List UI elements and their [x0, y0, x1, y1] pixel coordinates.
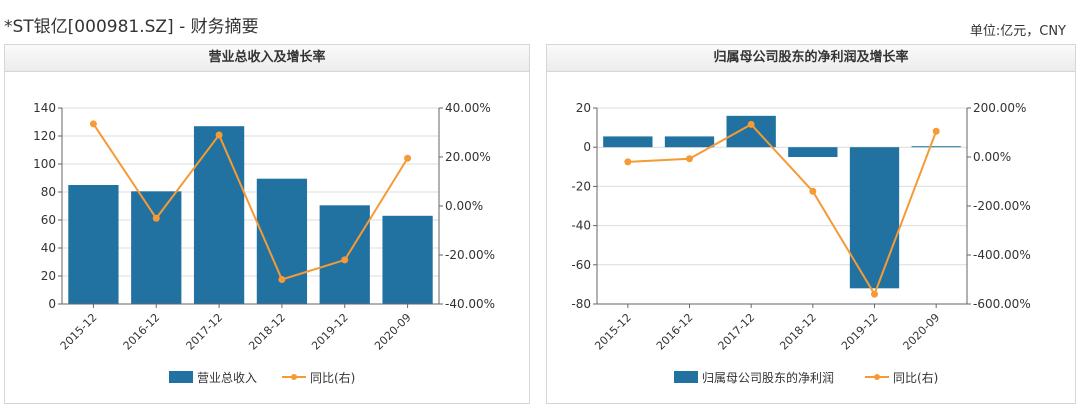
bar — [603, 136, 653, 148]
x-tick-label: 2015-12 — [58, 311, 100, 353]
y-tick-label: -40 — [571, 219, 591, 233]
y2-tick-label: 200.00% — [973, 101, 1026, 115]
legend-line-label: 同比(右) — [310, 370, 355, 385]
profit-chart-title: 归属母公司股东的净利润及增长率 — [547, 45, 1075, 72]
growth-point — [809, 187, 817, 195]
growth-point — [341, 256, 349, 264]
y-tick-label: 20 — [576, 101, 591, 115]
x-tick-label: 2018-12 — [246, 311, 288, 353]
legend-bar-swatch — [674, 371, 698, 383]
y-tick-label: -20 — [571, 179, 591, 193]
y-tick-label: -80 — [571, 297, 591, 311]
bar — [911, 146, 961, 148]
growth-line — [92, 123, 409, 281]
page-title: *ST银亿[000981.SZ] - 财务摘要 — [4, 17, 259, 37]
y2-tick-label: -20.00% — [445, 248, 495, 262]
y-tick-label: 0 — [583, 140, 591, 154]
x-tick-label: 2020-09 — [372, 311, 414, 353]
y-tick-label: 60 — [41, 213, 56, 227]
y2-tick-label: -600.00% — [973, 297, 1031, 311]
y-tick-label: 120 — [33, 129, 56, 143]
growth-point — [686, 155, 693, 163]
growth-point — [404, 154, 412, 162]
growth-point — [871, 290, 878, 298]
bar — [788, 147, 838, 157]
x-tick-label: 2016-12 — [121, 311, 163, 353]
bar — [131, 191, 182, 304]
x-tick-label: 2019-12 — [309, 311, 351, 353]
bar — [68, 185, 119, 304]
revenue-chart-title: 营业总收入及增长率 — [5, 45, 529, 72]
y-tick-label: 20 — [41, 269, 56, 283]
revenue-chart-panel: 营业总收入及增长率 0 20 40 60 80 100 120 140 -40.00% -20.0… — [4, 44, 530, 404]
legend-bar-label: 归属母公司股东的净利润 — [702, 370, 834, 385]
unit-label: 单位:亿元，CNY — [969, 24, 1066, 39]
x-tick-label: 2020-09 — [901, 311, 943, 353]
y2-tick-label: 20.00% — [445, 150, 491, 164]
growth-point — [278, 276, 286, 283]
x-tick-label: 2019-12 — [839, 311, 881, 353]
growth-point — [624, 158, 632, 166]
growth-point — [152, 214, 160, 222]
legend-bar-swatch — [169, 371, 193, 383]
bar — [193, 126, 245, 304]
growth-point — [932, 127, 940, 135]
legend-line-label: 同比(右) — [893, 370, 938, 385]
legend-line-marker — [874, 374, 880, 380]
growth-line — [627, 123, 938, 297]
legend-line-marker — [291, 374, 297, 380]
y2-tick-label: -40.00% — [445, 297, 495, 311]
x-tick-label: 2015-12 — [592, 311, 634, 353]
y2-tick-label: -200.00% — [973, 199, 1031, 213]
bar — [382, 215, 433, 304]
growth-point — [89, 120, 97, 128]
y2-tick-label: 40.00% — [445, 101, 491, 115]
legend-bar-label: 营业总收入 — [197, 371, 257, 385]
bar — [319, 205, 370, 304]
y2-tick-label: -400.00% — [973, 248, 1031, 262]
x-tick-label: 2017-12 — [184, 311, 226, 353]
growth-point — [215, 131, 223, 139]
x-tick-label: 2018-12 — [777, 311, 819, 353]
growth-point — [747, 120, 755, 128]
y-tick-label: 140 — [33, 101, 56, 115]
x-tick-label: 2016-12 — [654, 311, 696, 353]
y2-tick-label: 0.00% — [445, 199, 483, 213]
y-tick-label: 100 — [33, 157, 56, 171]
y2-tick-label: 0.00% — [973, 150, 1011, 164]
bar — [664, 136, 715, 148]
profit-chart: -80 -60 -40 -20 0 20 -600.00% -400.00% -200.00% 0… — [571, 101, 1031, 385]
y-tick-label: 0 — [48, 297, 56, 311]
bar — [849, 147, 900, 289]
y-tick-label: -60 — [571, 258, 591, 272]
profit-chart-panel: 归属母公司股东的净利润及增长率 -80 -60 -40 -20 0 20 -600.00% -… — [546, 44, 1076, 404]
x-tick-label: 2017-12 — [716, 311, 758, 353]
y-tick-label: 40 — [41, 241, 56, 255]
y-tick-label: 80 — [41, 185, 56, 199]
revenue-chart: 0 20 40 60 80 100 120 140 -40.00% -20.00% 0.00% 20.… — [33, 101, 495, 385]
